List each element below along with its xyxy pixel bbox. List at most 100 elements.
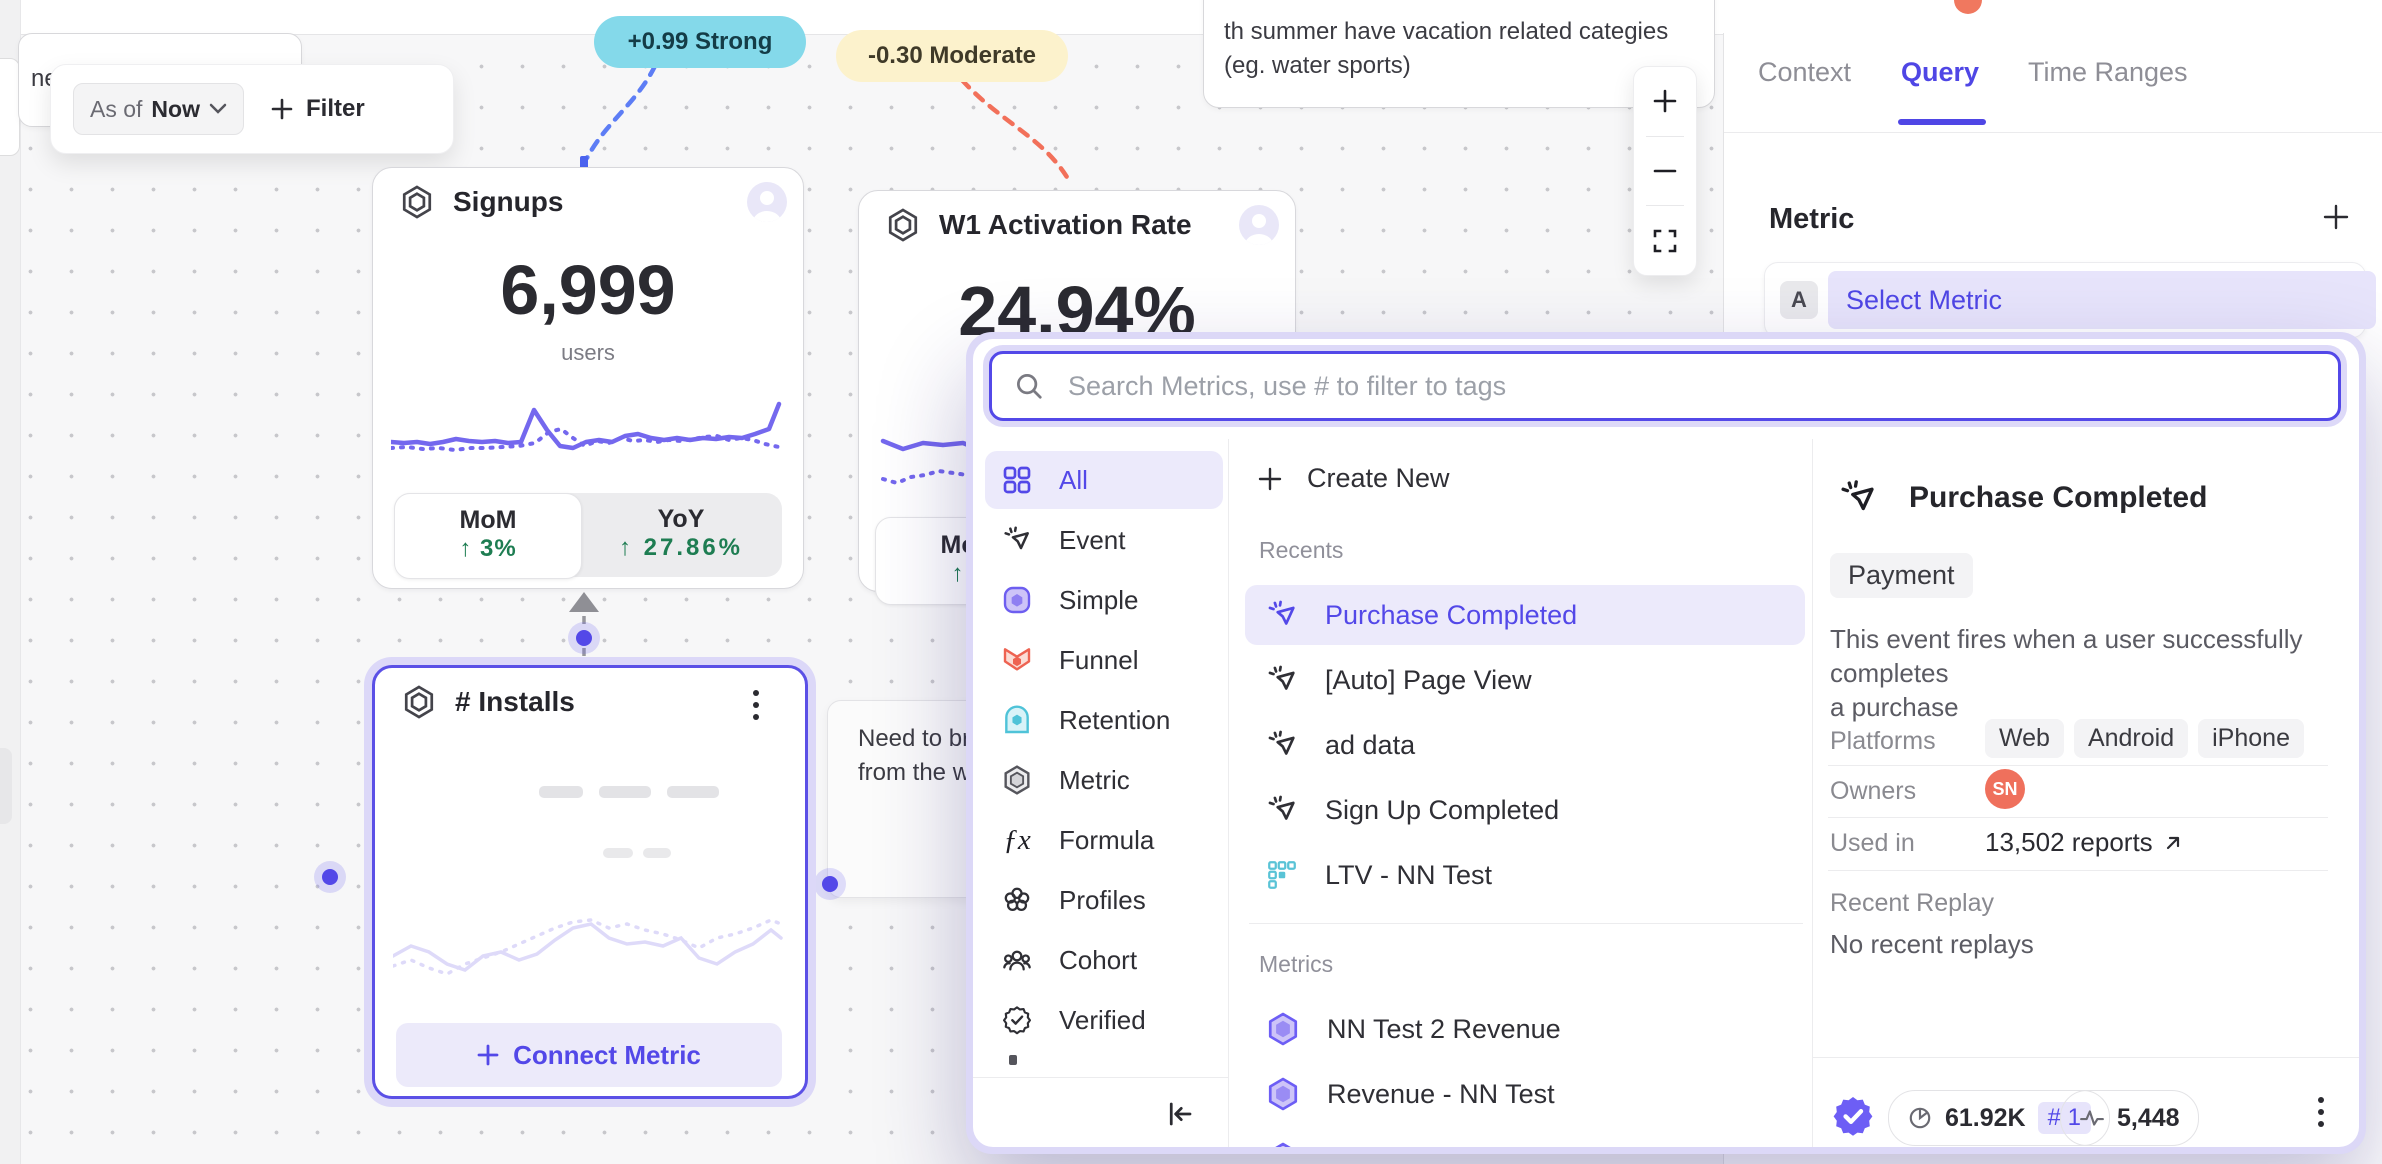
count-value: 5,448 — [2117, 1103, 2180, 1132]
installs-ghost-sparkline — [393, 918, 783, 976]
category-formula[interactable]: ƒx Formula — [985, 811, 1223, 869]
category-label: Event — [1059, 524, 1126, 555]
metric-hexagon-icon — [888, 208, 918, 242]
used-in-value: 13,502 reports — [1985, 827, 2153, 857]
owner-avatar[interactable]: SN — [1985, 769, 2025, 809]
plus-icon — [477, 1044, 499, 1066]
collapse-panel-button[interactable] — [1165, 1099, 1195, 1129]
count-stat-pill[interactable]: 5,448 — [2060, 1090, 2199, 1146]
formula-icon: ƒx — [1003, 823, 1031, 856]
create-new-button[interactable]: Create New — [1257, 463, 1450, 494]
connect-metric-button[interactable]: Connect Metric — [396, 1023, 782, 1087]
category-funnel[interactable]: Funnel — [985, 631, 1223, 689]
category-retention[interactable]: Retention — [985, 691, 1223, 749]
arrow-up-right-icon — [2166, 836, 2179, 849]
plus-icon — [1258, 467, 1282, 490]
correlation-badge-strong[interactable]: +0.99 Strong — [594, 16, 806, 68]
metric-card-signups[interactable]: Signups 6,999 users MoM ↑ 3% YoY ↑ 27.86… — [372, 167, 804, 589]
signups-sparkline — [391, 401, 782, 453]
category-simple[interactable]: Simple — [985, 571, 1223, 629]
used-in-label: Used in — [1830, 829, 1915, 857]
yoy-segment[interactable]: YoY ↑ 27.86% — [580, 493, 782, 577]
event-icon — [1268, 795, 1295, 820]
verified-badge-icon — [1833, 1097, 1873, 1136]
placeholder-dash — [643, 848, 671, 858]
owner-avatar-icon[interactable] — [747, 182, 787, 222]
option-label: LTV - NN Test — [1325, 859, 1493, 890]
divider — [973, 1077, 1228, 1078]
hexagon-icon — [1268, 1077, 1298, 1111]
option-label: Revenue - NN Test — [1327, 1078, 1555, 1109]
option-label: [Auto] Page View — [1325, 664, 1532, 695]
divider — [1228, 439, 1229, 1147]
create-new-label: Create New — [1307, 463, 1450, 493]
divider — [1828, 817, 2328, 818]
detail-tag[interactable]: Payment — [1830, 553, 1973, 598]
category-verified[interactable]: Verified — [985, 991, 1223, 1049]
grid-icon — [1003, 466, 1031, 494]
metric-row-card: A Select Metric — [1764, 262, 2376, 338]
category-label: Retention — [1059, 704, 1171, 735]
canvas-note-summer[interactable]: th summer have vacation related categies… — [1203, 0, 1715, 108]
metric-option-ad-data[interactable]: ad data — [1245, 715, 1805, 775]
category-profiles[interactable]: Profiles — [985, 871, 1223, 929]
add-metric-button[interactable] — [2322, 203, 2350, 231]
correlation-badge-moderate[interactable]: -0.30 Moderate — [836, 30, 1068, 82]
metric-option-purchase-completed[interactable]: Purchase Completed — [1245, 585, 1805, 645]
tab-time-ranges[interactable]: Time Ranges — [2028, 57, 2188, 87]
metric-section-header: Metric — [1769, 203, 1855, 235]
category-label: Metric — [1059, 764, 1130, 795]
event-icon — [1841, 480, 1874, 511]
metric-option-ltv-nn-test[interactable]: LTV - NN Test — [1245, 845, 1805, 905]
search-input[interactable] — [1066, 369, 2316, 403]
detail-menu-kebab-icon[interactable] — [2318, 1097, 2324, 1127]
platform-pill-iphone: iPhone — [2198, 719, 2304, 758]
card-title: Signups — [453, 186, 564, 217]
category-metric[interactable]: Metric — [985, 751, 1223, 809]
used-in-reports-link[interactable]: 13,502 reports — [1985, 827, 2183, 858]
description-line1: This event fires when a user successfull… — [1830, 624, 2303, 688]
minus-icon — [1653, 169, 1677, 173]
category-label: Funnel — [1059, 644, 1139, 675]
recent-replay-label: Recent Replay — [1830, 889, 1994, 917]
owner-avatar-icon[interactable] — [1239, 205, 1279, 245]
category-all[interactable]: All — [985, 451, 1223, 509]
zoom-out-button[interactable] — [1634, 137, 1696, 206]
badge-strong-text: +0.99 Strong — [627, 28, 773, 55]
active-tab-underline — [1898, 119, 1986, 125]
simple-icon — [1003, 586, 1031, 614]
divider — [1646, 205, 1684, 207]
connector-dot[interactable] — [322, 869, 338, 885]
left-edge-handle[interactable] — [0, 748, 12, 824]
metric-option-revenue-nn-test[interactable]: Revenue - NN Test — [1245, 1064, 1805, 1124]
tab-query[interactable]: Query — [1901, 57, 1980, 87]
avatar-notification-dot — [1954, 0, 1982, 14]
category-event[interactable]: Event — [985, 511, 1223, 569]
connector-dot[interactable] — [822, 876, 838, 892]
divider — [1646, 135, 1684, 137]
select-metric-button[interactable]: Select Metric — [1828, 271, 2376, 329]
mom-segment[interactable]: MoM ↑ 3% — [394, 493, 582, 579]
card-title: W1 Activation Rate — [939, 209, 1192, 240]
connector-dot[interactable] — [576, 630, 592, 646]
metric-value: 6,999 — [500, 251, 676, 329]
platform-pills: Web Android iPhone — [1985, 719, 2304, 758]
fit-view-button[interactable] — [1634, 206, 1696, 275]
metric-option-clipped — [1245, 1129, 1805, 1147]
tab-context[interactable]: Context — [1758, 57, 1852, 87]
metric-option-sign-up-completed[interactable]: Sign Up Completed — [1245, 780, 1805, 840]
divider — [1828, 870, 2328, 871]
metric-option-auto-page-view[interactable]: [Auto] Page View — [1245, 650, 1805, 710]
metric-card-installs[interactable]: # Installs Connect Metric — [372, 665, 808, 1099]
category-label: Formula — [1059, 824, 1155, 855]
filter-button[interactable]: Filter — [270, 95, 365, 123]
zoom-in-button[interactable] — [1634, 67, 1696, 136]
canvas-zoom-control — [1633, 66, 1697, 276]
left-edge-panel-tab[interactable] — [0, 58, 20, 156]
as-of-dropdown[interactable]: As of Now — [73, 83, 244, 135]
card-menu-kebab-icon[interactable] — [753, 690, 759, 720]
metric-search-field[interactable] — [989, 351, 2341, 421]
metric-option-nn-test-2-revenue[interactable]: NN Test 2 Revenue — [1245, 999, 1805, 1059]
category-cohort[interactable]: Cohort — [985, 931, 1223, 989]
